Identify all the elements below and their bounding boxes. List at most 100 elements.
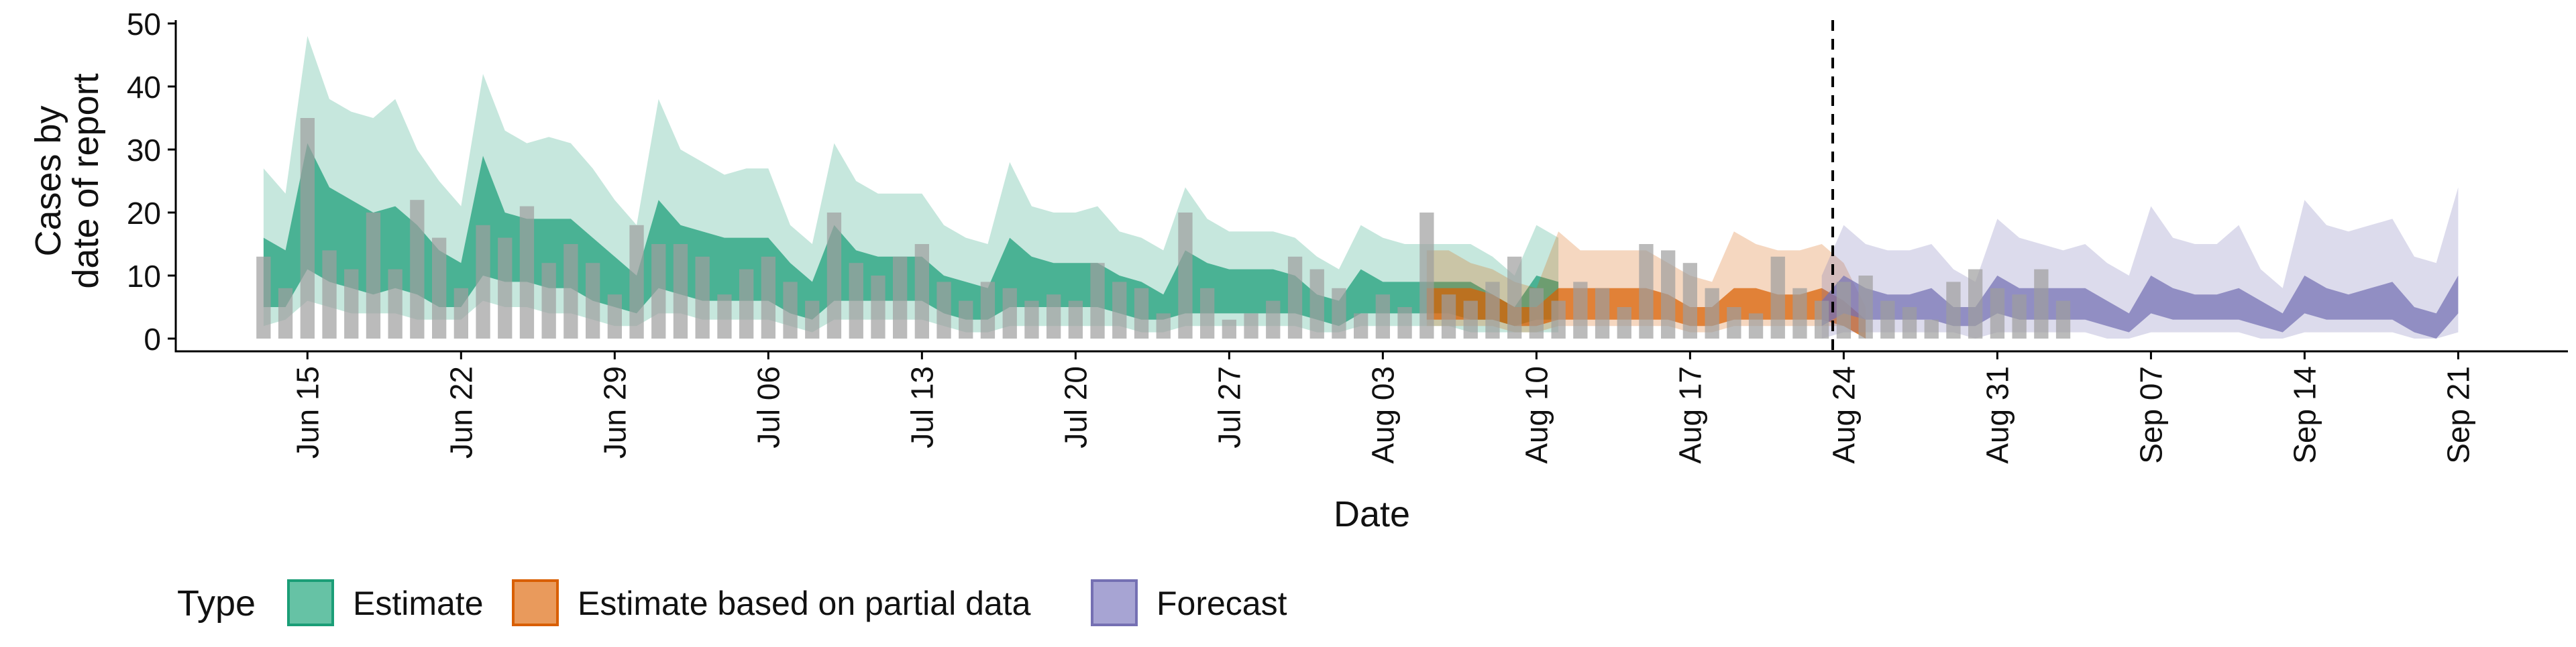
x-tick-label: Jul 06 <box>751 366 786 449</box>
observed-bar <box>1946 282 1961 339</box>
observed-bar <box>1968 269 1983 339</box>
observed-bar <box>1463 300 1478 339</box>
y-tick-label: 30 <box>127 133 161 168</box>
x-tick-label: Aug 10 <box>1519 366 1554 464</box>
legend-swatch-forecast <box>1091 579 1138 626</box>
observed-bar <box>739 269 754 339</box>
observed-bar <box>541 263 556 339</box>
observed-bar <box>651 244 666 339</box>
x-tick-label: Jul 20 <box>1058 366 1093 449</box>
observed-bar <box>1661 250 1676 339</box>
observed-bar <box>1705 288 1719 339</box>
observed-bar <box>1397 307 1412 339</box>
observed-bar <box>1222 319 1236 339</box>
observed-bar <box>1309 269 1324 339</box>
y-axis-label-line-1: Cases by <box>28 105 68 256</box>
observed-bar <box>1266 300 1281 339</box>
x-tick-label: Jun 29 <box>597 366 632 459</box>
observed-bar <box>1595 288 1610 339</box>
x-tick-label: Jun 22 <box>443 366 478 459</box>
observed-bar <box>1924 319 1939 339</box>
observed-bar <box>344 269 359 339</box>
x-tick-label: Sep 07 <box>2133 366 2168 464</box>
x-axis-label: Date <box>1334 494 1410 534</box>
observed-bar <box>1792 288 1807 339</box>
observed-bar <box>519 206 535 339</box>
observed-bar <box>2055 300 2071 339</box>
observed-bar <box>1244 313 1258 339</box>
observed-bar <box>1880 300 1895 339</box>
observed-bar <box>476 225 490 339</box>
observed-bar <box>1858 276 1873 339</box>
observed-bar <box>1287 256 1303 339</box>
observed-bar <box>1002 288 1017 339</box>
observed-bar <box>1902 307 1917 339</box>
observed-bar <box>1727 307 1741 339</box>
observed-bar <box>1134 288 1149 339</box>
observed-bar <box>1617 307 1631 339</box>
x-tick-label: Sep 14 <box>2287 366 2322 464</box>
observed-bar <box>1024 300 1039 339</box>
y-tick-label: 0 <box>144 322 161 357</box>
observed-bar <box>1419 213 1434 339</box>
observed-bar <box>826 213 842 339</box>
observed-bar <box>871 276 885 339</box>
legend-swatch-estimate-based-on-partial-data <box>512 579 559 626</box>
observed-bar <box>1112 282 1127 339</box>
observed-bar <box>366 213 381 339</box>
legend-label-forecast: Forecast <box>1157 585 1287 622</box>
x-tick-label: Aug 17 <box>1672 366 1707 464</box>
observed-bar <box>278 288 293 339</box>
observed-bar <box>564 244 578 339</box>
observed-bar <box>805 300 820 339</box>
legend: Type Estimate Estimate based on partial d… <box>177 579 1287 626</box>
observed-bar <box>1529 288 1544 339</box>
x-tick-label: Jun 15 <box>290 366 325 459</box>
observed-bar <box>1332 288 1346 339</box>
observed-bar <box>1354 313 1368 339</box>
observed-bar <box>1990 288 2005 339</box>
observed-bar <box>1068 300 1083 339</box>
observed-bars-layer <box>256 118 2071 339</box>
observed-bar <box>1770 256 1785 339</box>
y-tick-label: 20 <box>127 196 161 231</box>
observed-bar <box>2034 269 2049 339</box>
observed-bar <box>1573 282 1588 339</box>
observed-bar <box>256 256 271 339</box>
observed-bar <box>607 294 622 339</box>
observed-bar <box>300 118 315 339</box>
legend-swatch-estimate <box>287 579 334 626</box>
x-ticks: Jun 15 Jun 22 Jun 29 Jul 06 Jul 13 Jul 20 Jul … <box>290 351 2475 464</box>
observed-bar <box>849 263 863 339</box>
observed-bar <box>1046 294 1061 339</box>
observed-bar <box>1682 263 1697 339</box>
observed-bar <box>1836 282 1851 339</box>
x-tick-label: Jul 13 <box>904 366 939 449</box>
legend-title: Type <box>177 583 256 624</box>
observed-bar <box>432 237 447 339</box>
observed-bar <box>936 282 951 339</box>
y-axis-label-line-2: date of report <box>66 73 106 288</box>
observed-bar <box>1507 256 1522 339</box>
observed-bar <box>410 200 425 339</box>
legend-label-estimate: Estimate <box>353 585 484 622</box>
y-tick-label: 40 <box>127 70 161 105</box>
observed-bar <box>783 282 798 339</box>
x-tick-label: Aug 31 <box>1980 366 2015 464</box>
observed-bar <box>453 288 468 339</box>
observed-bar <box>1639 244 1654 339</box>
observed-bar <box>673 244 688 339</box>
observed-bar <box>1485 282 1500 339</box>
x-tick-label: Sep 21 <box>2440 366 2475 464</box>
observed-bar <box>893 256 908 339</box>
x-tick-label: Aug 03 <box>1365 366 1400 464</box>
observed-bar <box>2012 294 2027 339</box>
observed-bar <box>1815 300 1829 339</box>
forecast-ribbon-inner <box>1821 276 2459 339</box>
observed-bar <box>498 237 513 339</box>
observed-bar <box>1178 213 1193 339</box>
observed-bar <box>1375 294 1390 339</box>
observed-bar <box>959 300 973 339</box>
